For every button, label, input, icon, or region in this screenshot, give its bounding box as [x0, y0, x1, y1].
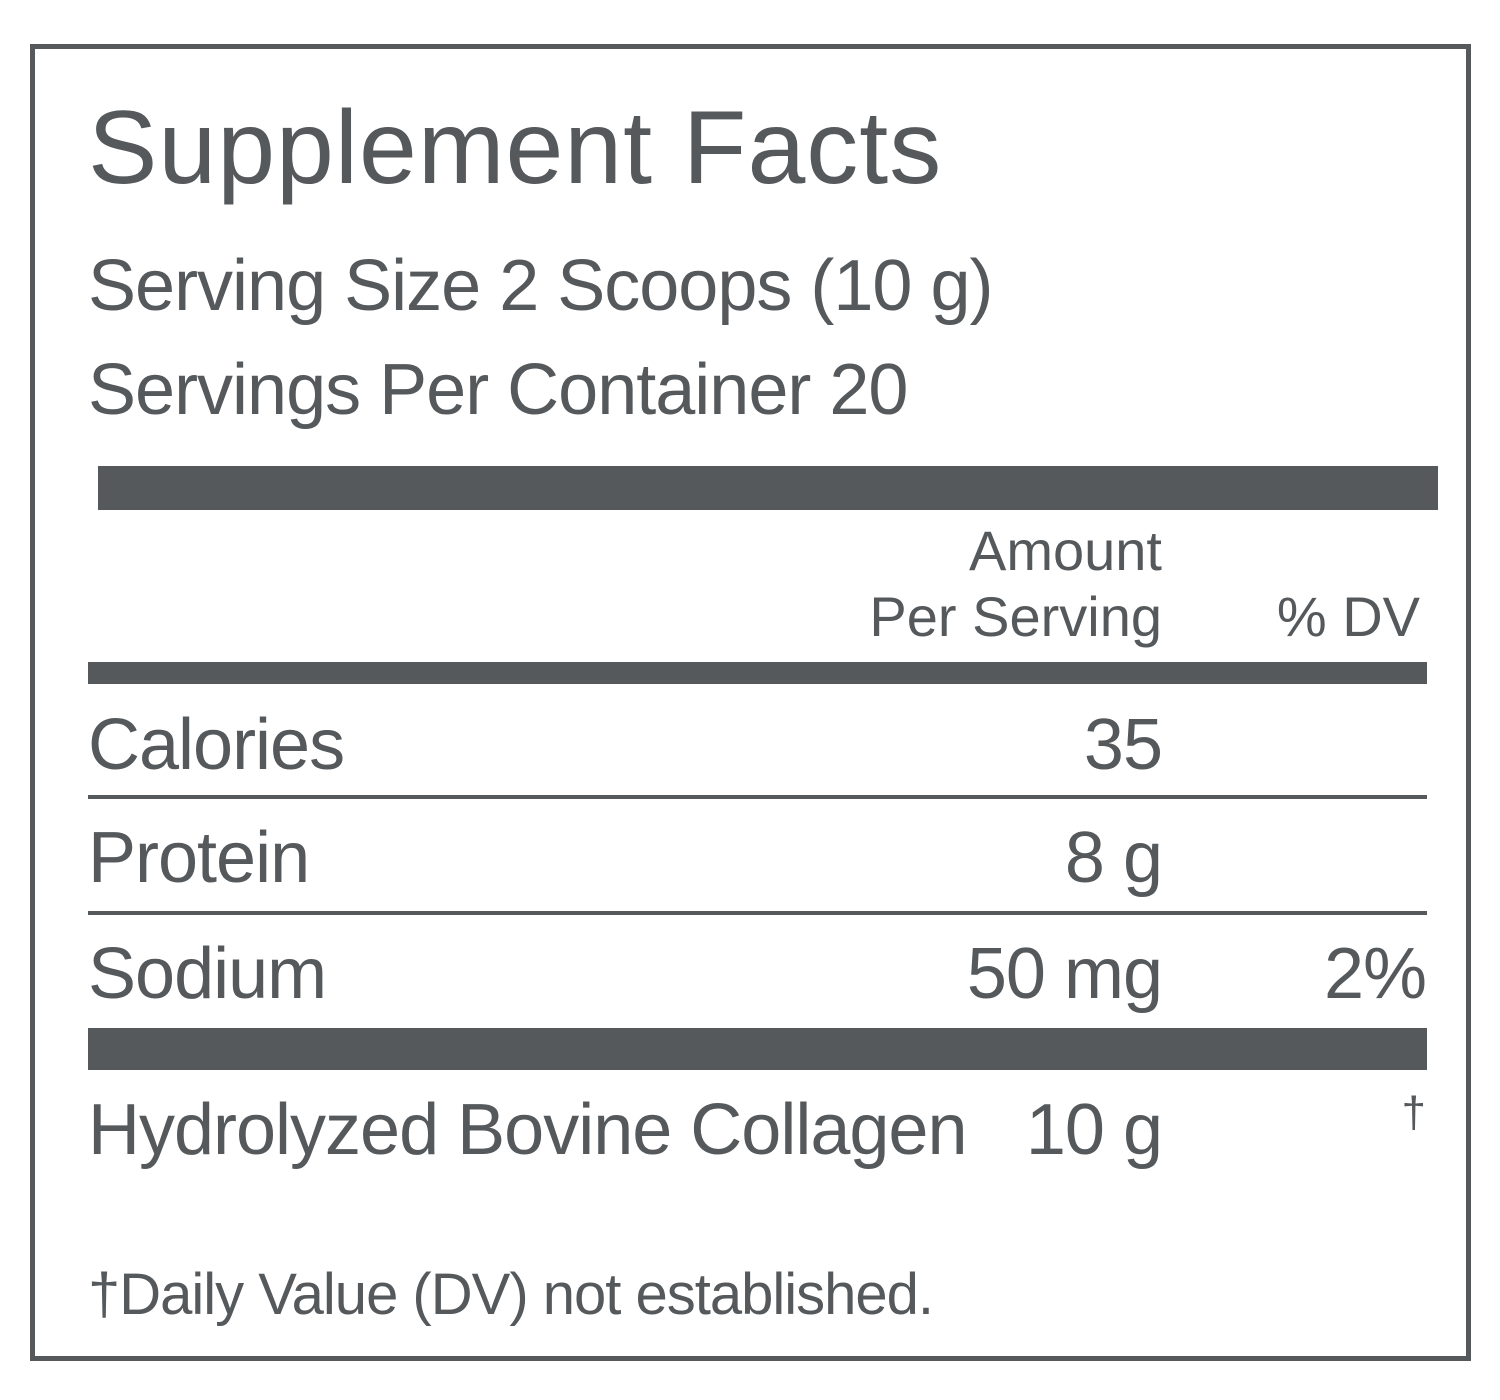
row-divider [88, 911, 1427, 915]
header-per-serving: Per Serving [869, 585, 1162, 648]
nutrient-amount-collagen: 10 g [1025, 1090, 1163, 1170]
nutrient-dv-sodium: 2% [1323, 934, 1427, 1014]
footnote: †Daily Value (DV) not established. [88, 1262, 934, 1327]
supplement-facts-panel [30, 44, 1471, 1361]
servings-per-container: Servings Per Container 20 [88, 350, 908, 430]
nutrient-name-sodium: Sodium [88, 934, 327, 1014]
nutrient-amount-protein: 8 g [1064, 818, 1163, 898]
nutrient-dv-collagen: † [1401, 1088, 1426, 1137]
panel-title: Supplement Facts [88, 90, 943, 206]
thick-divider-top [98, 466, 1438, 510]
header-daily-value: % DV [1276, 585, 1420, 648]
nutrient-name-protein: Protein [88, 818, 310, 898]
header-amount: Amount [969, 519, 1162, 582]
nutrient-amount-sodium: 50 mg [966, 934, 1163, 1014]
serving-size: Serving Size 2 Scoops (10 g) [88, 246, 993, 326]
nutrient-name-calories: Calories [88, 705, 345, 785]
row-divider [88, 795, 1427, 799]
header-divider [88, 662, 1427, 684]
nutrient-name-collagen: Hydrolyzed Bovine Collagen [88, 1090, 967, 1170]
nutrient-amount-calories: 35 [1083, 705, 1163, 785]
thick-divider-bottom [88, 1028, 1427, 1070]
